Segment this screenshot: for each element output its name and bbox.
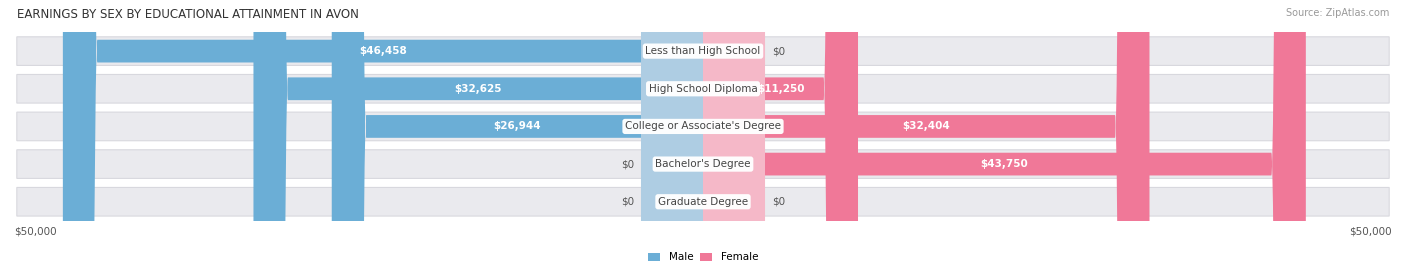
FancyBboxPatch shape — [703, 0, 1150, 269]
Text: $0: $0 — [772, 197, 785, 207]
Text: Source: ZipAtlas.com: Source: ZipAtlas.com — [1285, 8, 1389, 18]
Text: $0: $0 — [621, 159, 634, 169]
FancyBboxPatch shape — [641, 0, 703, 269]
Text: $46,458: $46,458 — [359, 46, 406, 56]
FancyBboxPatch shape — [17, 37, 1389, 65]
FancyBboxPatch shape — [253, 0, 703, 269]
FancyBboxPatch shape — [63, 0, 703, 269]
Text: $0: $0 — [772, 46, 785, 56]
Text: Graduate Degree: Graduate Degree — [658, 197, 748, 207]
Legend: Male, Female: Male, Female — [648, 252, 758, 263]
Text: $50,000: $50,000 — [1350, 226, 1392, 236]
Text: $26,944: $26,944 — [494, 121, 541, 132]
Text: $11,250: $11,250 — [756, 84, 804, 94]
FancyBboxPatch shape — [641, 0, 703, 269]
FancyBboxPatch shape — [17, 75, 1389, 103]
FancyBboxPatch shape — [17, 112, 1389, 141]
Text: $50,000: $50,000 — [14, 226, 56, 236]
FancyBboxPatch shape — [703, 0, 858, 269]
FancyBboxPatch shape — [17, 187, 1389, 216]
Text: EARNINGS BY SEX BY EDUCATIONAL ATTAINMENT IN AVON: EARNINGS BY SEX BY EDUCATIONAL ATTAINMEN… — [17, 8, 359, 21]
Text: $43,750: $43,750 — [980, 159, 1028, 169]
Text: Bachelor's Degree: Bachelor's Degree — [655, 159, 751, 169]
FancyBboxPatch shape — [17, 150, 1389, 178]
FancyBboxPatch shape — [703, 0, 765, 269]
Text: High School Diploma: High School Diploma — [648, 84, 758, 94]
Text: College or Associate's Degree: College or Associate's Degree — [626, 121, 780, 132]
Text: $0: $0 — [621, 197, 634, 207]
FancyBboxPatch shape — [332, 0, 703, 269]
Text: $32,404: $32,404 — [903, 121, 950, 132]
Text: Less than High School: Less than High School — [645, 46, 761, 56]
FancyBboxPatch shape — [703, 0, 1306, 269]
Text: $32,625: $32,625 — [454, 84, 502, 94]
FancyBboxPatch shape — [703, 0, 765, 269]
